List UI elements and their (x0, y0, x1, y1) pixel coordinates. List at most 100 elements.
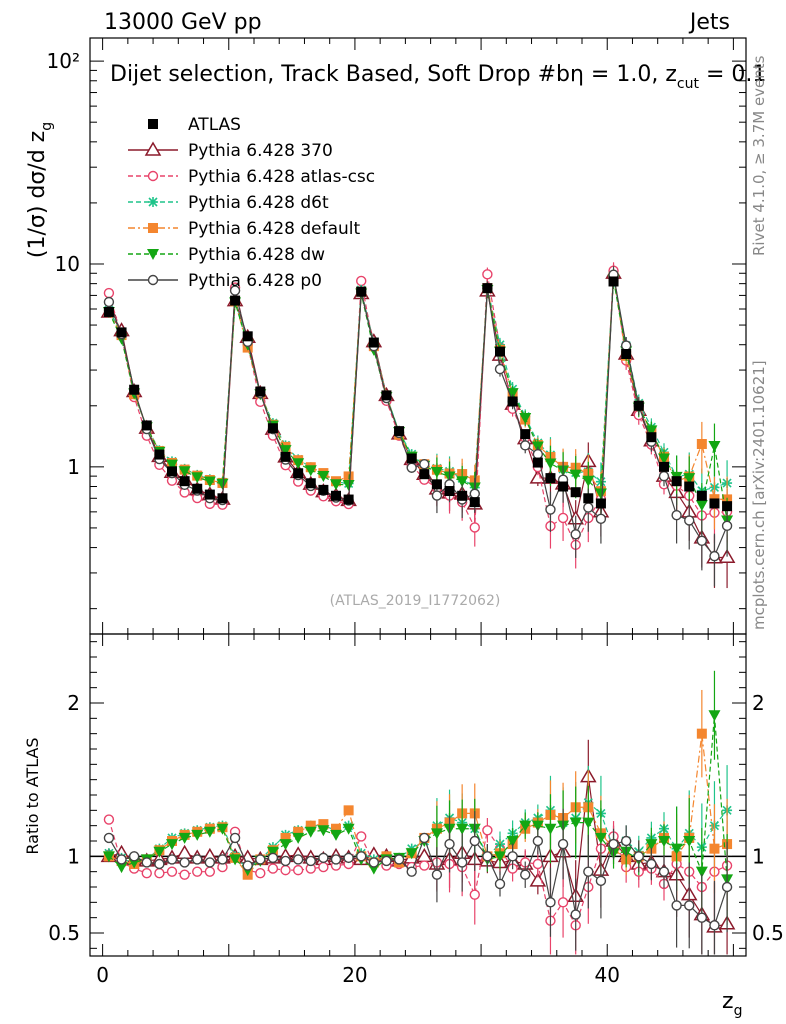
ratio-series-line (108, 836, 728, 927)
main-point (544, 458, 557, 470)
main-y-axis-label: (1/σ) dσ/d zg (25, 122, 55, 258)
atlas-point (381, 390, 392, 401)
legend-entry: Pythia 6.428 d6t (128, 193, 329, 213)
ratio-point (217, 854, 228, 865)
ratio-point (292, 864, 304, 876)
atlas-point (192, 483, 203, 494)
ratio-point (557, 838, 569, 850)
atlas-point (495, 346, 505, 357)
ratio-point (381, 855, 392, 867)
ratio-point (494, 851, 506, 863)
atlas-point (570, 487, 581, 498)
ratio-y-tick-label: 1 (67, 844, 80, 868)
ratio-point (695, 866, 708, 878)
main-y-tick-label: 1 (67, 455, 80, 479)
ratio-point (646, 858, 657, 870)
main-point (658, 470, 670, 482)
main-point (494, 363, 506, 375)
atlas-point (406, 453, 417, 464)
ratio-point (633, 851, 644, 862)
atlas-point (482, 283, 493, 294)
legend-label: Pythia 6.428 370 (188, 141, 333, 161)
legend-entry: Pythia 6.428 atlas-csc (128, 167, 375, 187)
ratio-point (507, 851, 518, 862)
ratio-point (456, 823, 469, 835)
legend-label: Pythia 6.428 atlas-csc (188, 167, 375, 187)
plot-title-sub: cut (677, 76, 700, 92)
ratio-point (419, 860, 430, 871)
ratio-point (192, 866, 203, 877)
atlas-point (507, 396, 518, 407)
atlas-point (280, 451, 291, 462)
ratio-point (179, 869, 190, 880)
ratio-point (544, 823, 557, 835)
main-point (709, 550, 720, 562)
atlas-point (722, 501, 733, 512)
atlas-point (204, 489, 215, 500)
ratio-point (683, 836, 696, 847)
ratio-point (658, 866, 670, 877)
header-energy: 13000 GeV pp (104, 10, 262, 35)
atlas-point (267, 423, 278, 434)
ratio-point (292, 854, 304, 865)
main-point (594, 488, 607, 500)
ratio-point (293, 826, 304, 837)
main-point (583, 502, 594, 513)
atlas-point (154, 449, 165, 460)
main-series-3 (103, 268, 733, 521)
atlas-point (305, 478, 316, 489)
ratio-point (444, 838, 455, 850)
main-point (708, 440, 721, 452)
main-point (456, 476, 469, 488)
atlas-point (331, 490, 341, 501)
atlas-point (242, 331, 253, 342)
main-point (645, 425, 658, 437)
ratio-point (203, 826, 216, 838)
main-point (519, 413, 532, 425)
main-series-line (108, 270, 728, 547)
main-series-atlas (103, 276, 733, 512)
ratio-point (192, 854, 203, 865)
ratio-point (166, 839, 178, 851)
main-point (506, 388, 519, 400)
main-point (545, 504, 556, 515)
main-point (216, 478, 229, 490)
main-point (595, 513, 607, 525)
ratio-point (318, 819, 329, 830)
atlas-point (532, 457, 543, 468)
legend-entry: Pythia 6.428 dw (128, 245, 325, 265)
atlas-point (217, 493, 228, 504)
atlas-point (419, 469, 430, 480)
legend-label: ATLAS (188, 115, 241, 135)
side-rivet-info: Rivet 4.1.0, ≥ 3.7M events (750, 55, 768, 256)
main-y-tick-label: 10² (47, 49, 80, 73)
atlas-point (394, 426, 405, 437)
atlas-point (520, 429, 531, 440)
ratio-point (469, 835, 480, 847)
main-point (532, 448, 544, 460)
ratio-point (709, 843, 720, 854)
main-point (582, 475, 595, 487)
ratio-point (343, 805, 354, 816)
ratio-point (141, 857, 152, 868)
ratio-y-tick-label: 2 (67, 691, 80, 715)
ratio-point (520, 869, 531, 880)
ratio-point (494, 878, 506, 890)
main-point (469, 488, 480, 499)
x-axis-label-text: z (722, 989, 734, 1014)
atlas-point (684, 481, 695, 492)
main-series-1 (100, 264, 736, 589)
ratio-point (216, 823, 229, 835)
atlas-point (558, 481, 569, 492)
ratio-point (658, 836, 670, 847)
ratio-point (531, 820, 544, 832)
main-series-2 (103, 262, 733, 569)
ratio-point (255, 868, 266, 879)
ratio-point (482, 825, 493, 836)
ratio-point (519, 820, 532, 832)
main-point (671, 509, 682, 521)
ratio-point (595, 875, 607, 887)
ratio-y-tick-label-right: 2 (752, 691, 765, 715)
ratio-point (670, 843, 683, 855)
